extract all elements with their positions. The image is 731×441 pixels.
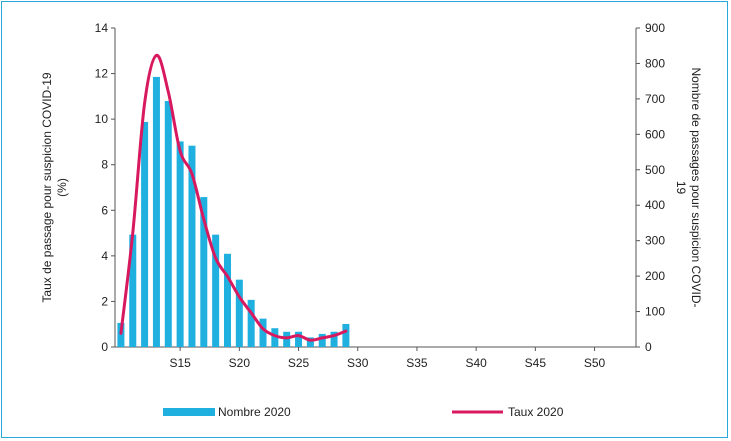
left-y-tick-label: 4 — [101, 249, 108, 263]
bar — [342, 323, 350, 347]
legend-bar-swatch — [163, 408, 215, 416]
rate-line — [119, 53, 348, 342]
x-tick-label: S20 — [229, 356, 251, 370]
x-tick-label: S25 — [288, 356, 310, 370]
right-axis-title-line: Nombre de passages pour suspicion COVID- — [689, 67, 703, 307]
left-y-tick-label: 2 — [101, 294, 108, 308]
bar — [318, 333, 326, 347]
right-axis-title-line: 19 — [674, 181, 688, 195]
x-tick-label: S35 — [406, 356, 428, 370]
bar — [330, 331, 338, 347]
bar — [152, 76, 160, 347]
bar — [306, 337, 314, 347]
left-y-tick-label: 0 — [101, 340, 108, 354]
bar — [295, 331, 303, 347]
x-tick-label: S45 — [525, 356, 547, 370]
bar — [164, 101, 172, 347]
legend-label-bars: Nombre 2020 — [218, 405, 291, 419]
bar — [223, 253, 231, 347]
right-y-tick-label: 100 — [645, 305, 665, 319]
right-y-tick-label: 700 — [645, 92, 665, 106]
bar — [247, 299, 255, 347]
left-axis-title-line: Taux de passage pour suspicion COVID-19 — [40, 72, 54, 302]
left-axis-title: Taux de passage pour suspicion COVID-19(… — [40, 72, 69, 302]
right-y-tick-label: 0 — [645, 340, 652, 354]
bar — [176, 141, 184, 347]
bar — [259, 318, 267, 347]
x-tick-label: S15 — [169, 356, 191, 370]
legend-label-line: Taux 2020 — [508, 405, 564, 419]
right-y-tick-label: 600 — [645, 127, 665, 141]
right-y-tick-label: 800 — [645, 56, 665, 70]
x-tick-label: S30 — [347, 356, 369, 370]
left-y-tick-label: 6 — [101, 203, 108, 217]
left-y-tick-label: 8 — [101, 158, 108, 172]
right-y-tick-label: 400 — [645, 198, 665, 212]
bar — [141, 121, 149, 347]
bar — [271, 328, 279, 347]
x-tick-label: S50 — [584, 356, 606, 370]
bar — [117, 322, 125, 347]
x-tick-label: S40 — [465, 356, 487, 370]
left-y-tick-label: 14 — [95, 21, 109, 35]
right-y-tick-label: 300 — [645, 234, 665, 248]
left-axis-title-line: (%) — [55, 178, 69, 197]
right-axis-title: Nombre de passages pour suspicion COVID-… — [674, 67, 703, 307]
left-y-tick-label: 12 — [95, 67, 109, 81]
bar — [200, 197, 208, 347]
right-y-tick-label: 900 — [645, 21, 665, 35]
right-y-tick-label: 200 — [645, 269, 665, 283]
left-y-tick-label: 10 — [95, 112, 109, 126]
bar — [129, 234, 137, 347]
bar — [212, 234, 220, 347]
bar — [235, 279, 243, 347]
bar — [188, 145, 196, 347]
right-y-tick-label: 500 — [645, 163, 665, 177]
